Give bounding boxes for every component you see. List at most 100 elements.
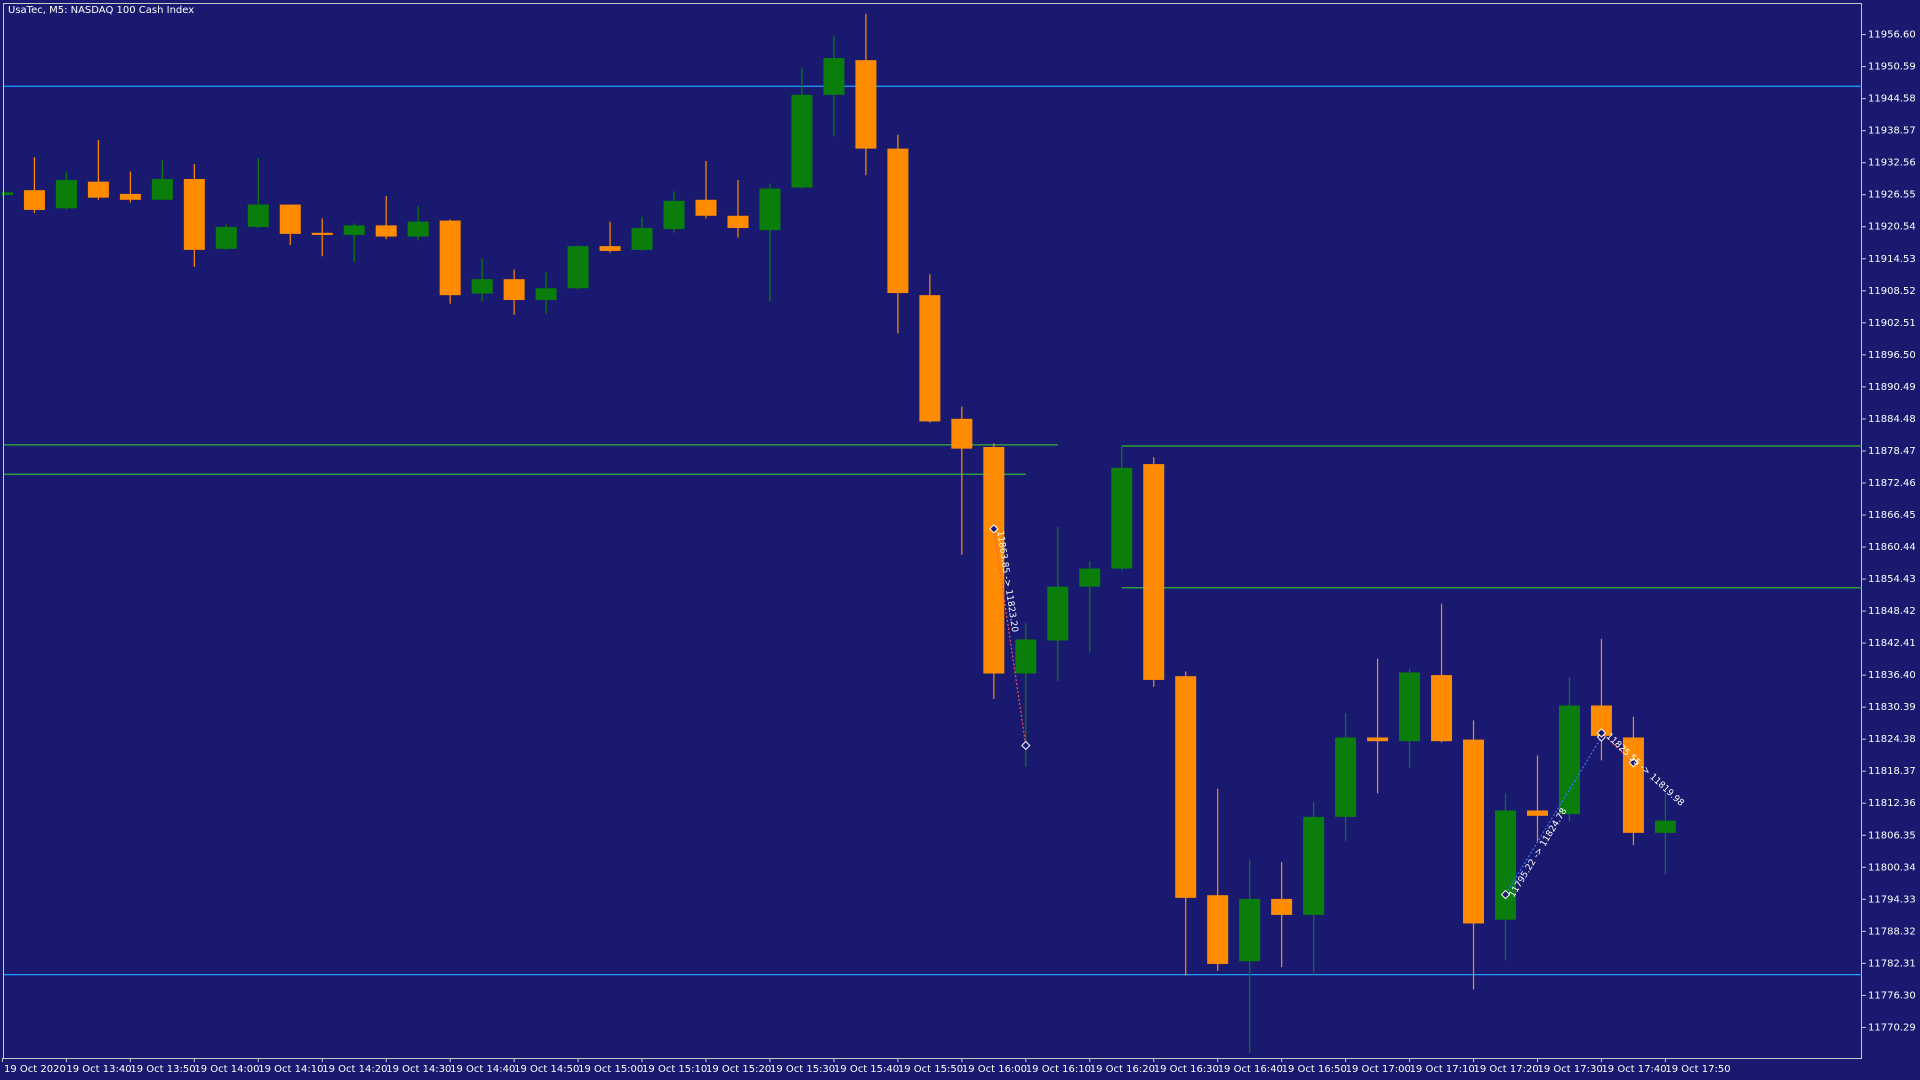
- y-tick-label: 11842.41: [1868, 638, 1916, 649]
- candle-body: [695, 199, 717, 216]
- candle-body: [439, 220, 461, 296]
- candle-body: [1399, 672, 1421, 742]
- candle-body: [951, 418, 973, 449]
- candle-body: [343, 225, 365, 235]
- x-tick-label: 19 Oct 17:30: [1537, 1064, 1602, 1075]
- y-tick-label: 11806.35: [1868, 830, 1916, 841]
- y-tick-label: 11860.44: [1868, 542, 1916, 553]
- x-tick-label: 19 Oct 15:30: [770, 1064, 835, 1075]
- x-tick-label: 19 Oct 17:50: [1665, 1064, 1730, 1075]
- y-tick-label: 11836.40: [1868, 670, 1916, 681]
- y-tick-label: 11890.49: [1868, 382, 1916, 393]
- candle-body: [759, 188, 781, 231]
- x-tick-label: 19 Oct 17:00: [1346, 1064, 1411, 1075]
- y-tick-label: 11926.55: [1868, 190, 1916, 201]
- y-tick-label: 11830.39: [1868, 702, 1916, 713]
- candle-body: [151, 179, 173, 200]
- candle-body: [535, 288, 557, 300]
- y-tick-label: 11920.54: [1868, 222, 1916, 233]
- candle-body: [1111, 467, 1133, 569]
- x-tick-label: 19 Oct 16:30: [1154, 1064, 1219, 1075]
- candle-body: [1143, 464, 1165, 680]
- x-tick-label: 19 Oct 17:20: [1474, 1064, 1539, 1075]
- y-tick-label: 11848.42: [1868, 606, 1916, 617]
- x-tick-label: 19 Oct 14:40: [450, 1064, 515, 1075]
- y-tick-label: 11908.52: [1868, 286, 1916, 297]
- y-tick-label: 11932.56: [1868, 158, 1916, 169]
- trade-marker: [1628, 757, 1639, 768]
- candle-body: [1622, 737, 1644, 833]
- y-tick-label: 11812.36: [1868, 798, 1916, 809]
- x-tick-label: 19 Oct 14:10: [258, 1064, 323, 1075]
- candle-body: [1463, 739, 1485, 924]
- x-tick-label: 19 Oct 15:20: [706, 1064, 771, 1075]
- candle-body: [1207, 895, 1229, 964]
- candle-body: [631, 228, 653, 250]
- x-tick-label: 19 Oct 15:00: [578, 1064, 643, 1075]
- x-tick-label: 19 Oct 14:30: [386, 1064, 451, 1075]
- y-tick-label: 11866.45: [1868, 510, 1916, 521]
- candle-body: [1303, 816, 1325, 915]
- candle-body: [1015, 639, 1037, 674]
- x-tick-label: 19 Oct 2020: [4, 1064, 66, 1075]
- candle-body: [311, 232, 333, 235]
- candle-body: [855, 60, 877, 149]
- y-tick-label: 11878.47: [1868, 446, 1916, 457]
- y-tick-label: 11872.46: [1868, 478, 1916, 489]
- trade-marker: [1500, 889, 1511, 900]
- candle-body: [1431, 675, 1453, 742]
- candle-body: [1175, 676, 1197, 898]
- x-tick-label: 19 Oct 16:50: [1282, 1064, 1347, 1075]
- candle-body: [279, 204, 301, 234]
- x-tick-label: 19 Oct 16:40: [1218, 1064, 1283, 1075]
- y-tick-label: 11800.34: [1868, 862, 1916, 873]
- y-tick-label: 11854.43: [1868, 574, 1916, 585]
- candle-body: [503, 279, 525, 300]
- candle-body: [1495, 810, 1517, 920]
- trade-label: 11795.22 -> 11824.78: [1508, 807, 1570, 900]
- y-tick-label: 11896.50: [1868, 350, 1916, 361]
- candle-body: [663, 200, 685, 230]
- y-tick-label: 11794.33: [1868, 894, 1916, 905]
- candle-body: [1367, 737, 1389, 742]
- candle-body: [55, 180, 77, 209]
- candle-body: [919, 295, 941, 422]
- candle-body: [183, 179, 205, 250]
- candle-body: [1047, 586, 1069, 641]
- x-tick-label: 19 Oct 16:10: [1026, 1064, 1091, 1075]
- candle-body: [727, 215, 749, 229]
- candle-body: [4, 192, 13, 195]
- y-tick-label: 11956.60: [1868, 30, 1916, 41]
- y-tick-label: 11776.30: [1868, 990, 1916, 1001]
- x-tick-label: 19 Oct 14:20: [322, 1064, 387, 1075]
- trade-marker: [989, 524, 999, 534]
- candle-body: [1271, 898, 1293, 915]
- candle-body: [791, 94, 813, 188]
- x-tick-label: 19 Oct 15:10: [642, 1064, 707, 1075]
- candle-body: [599, 246, 621, 251]
- candle-body: [1079, 568, 1101, 587]
- x-tick-label: 19 Oct 15:50: [898, 1064, 963, 1075]
- trade-marker: [1021, 740, 1031, 751]
- candle-body: [1654, 820, 1676, 833]
- candle-body: [983, 447, 1005, 674]
- x-tick-label: 19 Oct 14:00: [194, 1064, 259, 1075]
- candle-body: [87, 181, 109, 198]
- y-tick-label: 11950.59: [1868, 62, 1916, 73]
- y-tick-label: 11770.29: [1868, 1022, 1916, 1033]
- x-tick-label: 19 Oct 14:50: [514, 1064, 579, 1075]
- x-tick-label: 19 Oct 17:10: [1410, 1064, 1475, 1075]
- candle-body: [567, 246, 589, 289]
- y-tick-label: 11944.58: [1868, 94, 1916, 105]
- candle-body: [1239, 898, 1261, 962]
- trade-line: [1601, 732, 1634, 764]
- candle-body: [375, 225, 397, 237]
- y-tick-label: 11788.32: [1868, 926, 1916, 937]
- y-tick-label: 11938.57: [1868, 126, 1916, 137]
- candle-body: [407, 221, 429, 237]
- x-tick-label: 19 Oct 15:40: [834, 1064, 899, 1075]
- y-tick-label: 11818.37: [1868, 766, 1916, 777]
- trade-label: 11825.55 -> 11819.98: [1604, 732, 1686, 809]
- candle-body: [247, 204, 269, 227]
